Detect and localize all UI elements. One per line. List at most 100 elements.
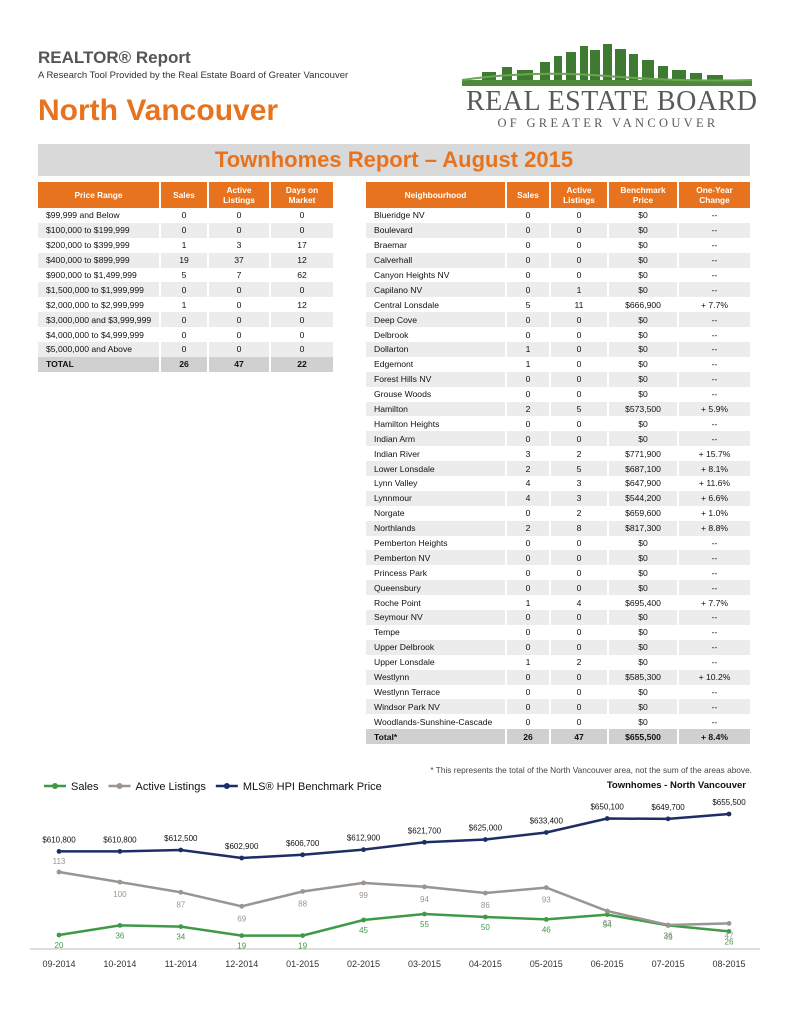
- price-table-cell: $2,000,000 to $2,999,999: [38, 297, 161, 313]
- neighbourhood-table-cell: 0: [550, 714, 609, 730]
- neighbourhood-table-cell: --: [678, 252, 750, 268]
- data-label: $612,900: [347, 834, 381, 843]
- neighbourhood-table-cell: 0: [550, 237, 609, 253]
- data-point: [239, 855, 245, 861]
- neighbourhood-table-cell: --: [711, 657, 718, 668]
- data-label: $625,000: [469, 824, 503, 833]
- neighbourhood-table-cell: 1: [506, 342, 551, 357]
- data-point: [604, 816, 610, 821]
- price-table-header-cell: Price Range: [38, 182, 161, 208]
- logo-name: REAL ESTATE BOARD: [466, 86, 758, 117]
- neighbourhood-table-cell: 0: [550, 416, 609, 432]
- neighbourhood-table-cell: 0: [550, 208, 609, 223]
- data-label: $655,500: [712, 798, 746, 807]
- neighbourhood-table-cell: $0: [608, 535, 679, 551]
- neighbourhood-table-cell: 4: [506, 476, 551, 491]
- neighbourhood-table-cell: 0: [550, 580, 609, 596]
- neighbourhood-table-cell: $0: [608, 327, 679, 343]
- neighbourhood-table-cell: + 11.6%: [698, 478, 731, 489]
- neighbourhood-table-cell: 0: [550, 312, 609, 328]
- data-label: 88: [298, 899, 307, 908]
- neighbourhood-table-cell: 1: [506, 356, 551, 372]
- neighbourhood-table-cell: $0: [608, 416, 679, 432]
- data-point: [361, 847, 366, 853]
- neighbourhood-table-row: Upper Delbrook 0 0 $0 --: [366, 639, 750, 655]
- x-tick-label: 03-2015: [408, 959, 441, 969]
- data-point: [117, 879, 123, 885]
- neighbourhood-table-cell: $0: [608, 624, 679, 640]
- trend-chart: Sales Active Listings MLS® HPI Benchmark P…: [30, 780, 760, 969]
- price-table-cell: $200,000 to $399,999: [38, 237, 161, 253]
- neighbourhood-table-cell: 0: [506, 714, 551, 730]
- neighbourhood-table-cell: $666,900: [608, 297, 679, 313]
- neighbourhood-table-cell: 5: [506, 297, 551, 313]
- data-label: 69: [237, 914, 246, 923]
- neighbourhood-table-cell: $0: [608, 684, 679, 700]
- price-table-cell: TOTAL: [38, 356, 161, 372]
- data-label: $621,700: [408, 826, 442, 835]
- neighbourhood-table-cell: --: [711, 686, 718, 697]
- neighbourhood-table-row: Upper Lonsdale 1 2 $0 --: [366, 654, 750, 670]
- price-table-cell: 22: [270, 356, 333, 372]
- neighbourhood-table-cell: 0: [550, 386, 609, 402]
- x-tick-label: 06-2015: [591, 959, 624, 969]
- neighbourhood-table-cell: 0: [550, 356, 609, 372]
- neighbourhood-table-cell: 0: [550, 639, 609, 655]
- neighbourhood-table-cell: Tempe: [366, 624, 507, 640]
- neighbourhood-table-total-row: Total* 26 47 $655,500 + 8.4%: [366, 729, 750, 745]
- data-point: [726, 811, 732, 817]
- data-label: 46: [542, 925, 551, 934]
- neighbourhood-table-cell: Deep Cove: [366, 312, 507, 328]
- price-table-header-cell: Sales: [160, 182, 209, 208]
- x-tick-label: 02-2015: [347, 959, 380, 969]
- data-point: [604, 912, 610, 917]
- data-point: [726, 921, 732, 926]
- neighbourhood-table-cell: $0: [608, 356, 679, 372]
- neighbourhood-table-row: Lynn Valley 4 3 $647,900 + 11.6%: [366, 476, 750, 491]
- data-label: $610,800: [103, 835, 137, 844]
- neighbourhood-table-header: Neighbourhood Sales Active Listings Benchma…: [366, 182, 750, 208]
- price-table-header: Price Range Sales Active Listings Days on M…: [38, 182, 333, 208]
- price-table-cell: $3,000,000 and $3,999,999: [38, 312, 161, 328]
- neighbourhood-table-row: Woodlands-Sunshine-Cascade 0 0 $0 --: [366, 714, 750, 730]
- price-table-cell: 19: [160, 252, 209, 268]
- price-table-row: $900,000 to $1,499,999 5 7 62: [38, 267, 333, 283]
- neighbourhood-table-cell: --: [678, 610, 750, 625]
- price-table-cell: 7: [208, 267, 271, 283]
- neighbourhood-table-cell: Capilano NV: [366, 282, 507, 298]
- neighbourhood-table-cell: $0: [608, 580, 679, 596]
- neighbourhood-table-cell: --: [678, 371, 750, 387]
- data-label: $602,900: [225, 842, 259, 851]
- neighbourhood-table-cell: $0: [608, 222, 679, 238]
- neighbourhood-table-cell: Lynnmour: [366, 490, 507, 506]
- price-table-cell: 0: [160, 208, 209, 223]
- neighbourhood-table-cell: $0: [608, 208, 679, 223]
- x-tick-label: 05-2015: [530, 959, 563, 969]
- data-label: 47: [725, 931, 734, 940]
- series-line: [58, 912, 730, 937]
- neighbourhood-table-cell: $0: [608, 550, 679, 566]
- neighbourhood-table-cell: $0: [608, 565, 679, 581]
- neighbourhood-table-row: Pemberton Heights 0 0 $0 --: [366, 535, 750, 551]
- data-point: [726, 929, 732, 934]
- neighbourhood-table-cell: Roche Point: [366, 595, 507, 611]
- price-table-cell: 0: [160, 222, 209, 238]
- neighbourhood-table-cell: $0: [608, 610, 679, 625]
- data-label: 99: [359, 891, 368, 900]
- neighbourhood-table-cell: Princess Park: [366, 565, 507, 581]
- price-table-cell: 37: [208, 252, 271, 268]
- neighbourhood-table-cell: $0: [608, 267, 679, 283]
- price-table-cell: 0: [270, 222, 333, 238]
- data-point: [422, 839, 427, 845]
- neighbourhood-table-cell: 0: [506, 371, 551, 387]
- neighbourhood-table-cell: Lower Lonsdale: [366, 461, 507, 477]
- neighbourhood-table-cell: --: [711, 567, 718, 578]
- legend-marker: [116, 783, 123, 789]
- price-table-row: $3,000,000 and $3,999,999 0 0 0: [38, 312, 333, 328]
- price-table-cell: 0: [208, 282, 271, 298]
- neighbourhood-table-cell: --: [711, 359, 718, 370]
- neighbourhood-table-cell: --: [678, 312, 750, 328]
- data-label: 20: [55, 941, 64, 950]
- data-point: [543, 885, 549, 890]
- report-banner-title: Townhomes Report – August 2015: [214, 147, 574, 172]
